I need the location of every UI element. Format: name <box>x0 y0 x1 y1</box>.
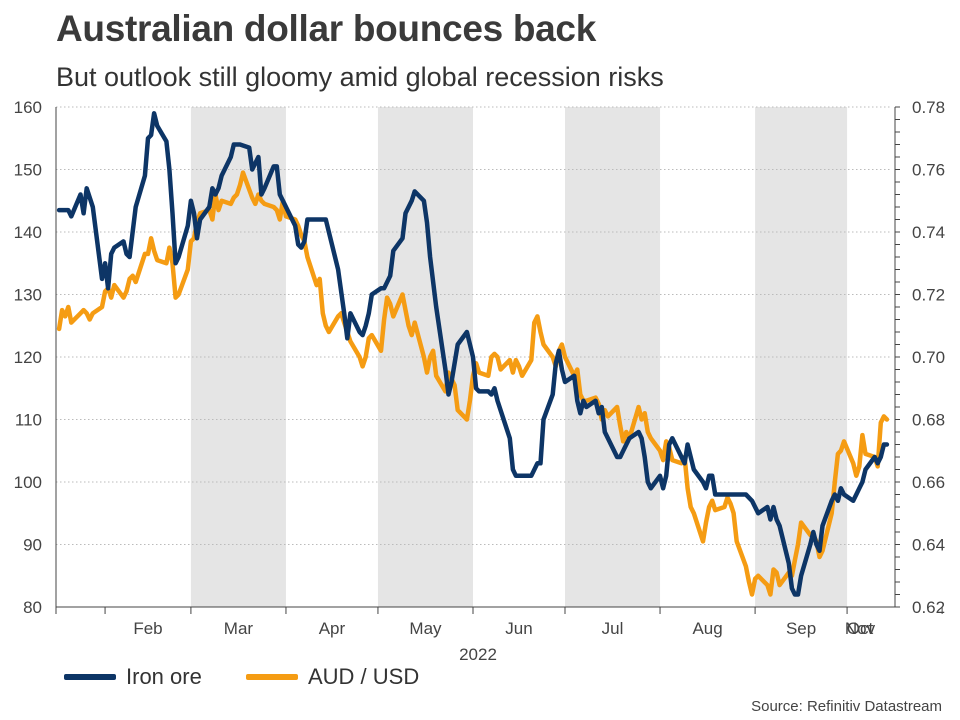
left-tick-label: 130 <box>14 286 42 305</box>
right-tick-label: 0.62 <box>912 598 945 617</box>
right-tick-label: 0.70 <box>912 348 945 367</box>
left-tick-label: 80 <box>23 598 42 617</box>
legend-item-iron-ore: Iron ore <box>64 664 202 690</box>
left-tick-label: 150 <box>14 161 42 180</box>
left-tick-label: 140 <box>14 223 42 242</box>
legend-swatch-iron-ore <box>64 674 116 680</box>
x-tick-label: Aug <box>692 619 722 638</box>
right-tick-label: 0.78 <box>912 98 945 117</box>
x-tick-label: Mar <box>224 619 254 638</box>
legend-item-aud-usd: AUD / USD <box>246 664 419 690</box>
left-tick-label: 160 <box>14 98 42 117</box>
x-tick-label: Nov <box>845 619 876 638</box>
right-tick-label: 0.74 <box>912 223 945 242</box>
right-tick-label: 0.66 <box>912 473 945 492</box>
left-tick-label: 90 <box>23 536 42 555</box>
right-tick-label: 0.76 <box>912 161 945 180</box>
chart-subtitle: But outlook still gloomy amid global rec… <box>56 62 664 92</box>
x-axis-label: 2022 <box>459 645 497 664</box>
x-tick-label: Jun <box>505 619 532 638</box>
x-tick-label: Jul <box>602 619 624 638</box>
right-tick-label: 0.72 <box>912 286 945 305</box>
x-tick-label: Oct <box>847 619 874 638</box>
left-tick-label: 110 <box>15 411 42 430</box>
legend-label-aud-usd: AUD / USD <box>308 664 420 689</box>
legend-swatch-aud-usd <box>246 674 298 680</box>
right-tick-label: 0.64 <box>912 536 945 555</box>
right-tick-label: 0.68 <box>912 411 945 430</box>
x-tick-label: Feb <box>133 619 162 638</box>
left-tick-label: 100 <box>14 473 42 492</box>
tick-labels: 80 90 100 110 120 130 140 150 160 0.62 0.64 0.66 0.6… <box>14 98 945 664</box>
axes <box>55 106 943 614</box>
x-tick-label: Sep <box>786 619 816 638</box>
x-tick-label: Apr <box>319 619 346 638</box>
iron-ore-line <box>56 111 890 597</box>
legend-label-iron-ore: Iron ore <box>126 664 202 689</box>
series-lines <box>56 111 890 597</box>
left-tick-label: 120 <box>14 348 42 367</box>
source-note: Source: Refinitiv Datastream <box>751 698 942 715</box>
chart-title: Australian dollar bounces back <box>56 8 596 49</box>
x-tick-label: May <box>409 619 442 638</box>
